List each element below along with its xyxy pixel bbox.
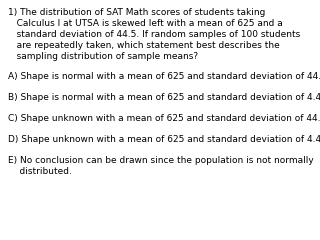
- Text: E) No conclusion can be drawn since the population is not normally: E) No conclusion can be drawn since the …: [8, 156, 314, 165]
- Text: D) Shape unknown with a mean of 625 and standard deviation of 4.45.: D) Shape unknown with a mean of 625 and …: [8, 135, 320, 144]
- Text: standard deviation of 44.5. If random samples of 100 students: standard deviation of 44.5. If random sa…: [8, 30, 300, 39]
- Text: sampling distribution of sample means?: sampling distribution of sample means?: [8, 52, 198, 61]
- Text: A) Shape is normal with a mean of 625 and standard deviation of 44.5.: A) Shape is normal with a mean of 625 an…: [8, 72, 320, 81]
- Text: B) Shape is normal with a mean of 625 and standard deviation of 4.45.: B) Shape is normal with a mean of 625 an…: [8, 93, 320, 102]
- Text: are repeatedly taken, which statement best describes the: are repeatedly taken, which statement be…: [8, 41, 280, 50]
- Text: Calculus I at UTSA is skewed left with a mean of 625 and a: Calculus I at UTSA is skewed left with a…: [8, 19, 283, 28]
- Text: distributed.: distributed.: [8, 167, 72, 176]
- Text: C) Shape unknown with a mean of 625 and standard deviation of 44.5.: C) Shape unknown with a mean of 625 and …: [8, 114, 320, 123]
- Text: 1) The distribution of SAT Math scores of students taking: 1) The distribution of SAT Math scores o…: [8, 8, 265, 17]
